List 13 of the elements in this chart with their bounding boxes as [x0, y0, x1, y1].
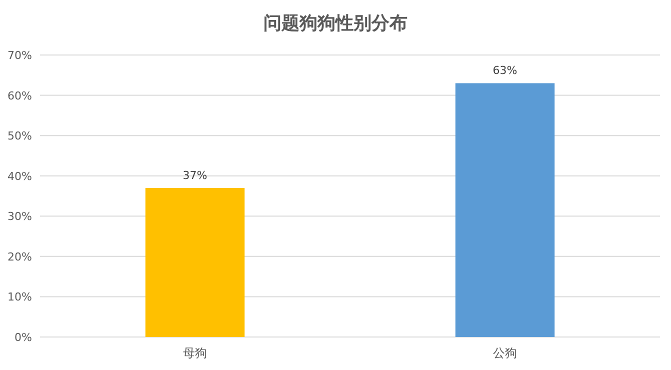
y-tick-label: 20%	[8, 250, 32, 264]
chart-title: 问题狗狗性别分布	[264, 13, 408, 34]
y-tick-label: 0%	[14, 331, 32, 344]
data-label: 63%	[492, 64, 518, 78]
x-tick-label: 母狗	[183, 346, 207, 360]
data-label: 37%	[182, 168, 208, 182]
y-tick-label: 10%	[8, 290, 32, 304]
x-tick-label: 公狗	[493, 346, 517, 360]
y-tick-label: 70%	[8, 49, 32, 62]
y-tick-label: 40%	[8, 170, 32, 183]
y-tick-label: 60%	[8, 89, 32, 102]
y-tick-label: 50%	[8, 130, 32, 143]
y-tick-label: 30%	[8, 210, 32, 224]
